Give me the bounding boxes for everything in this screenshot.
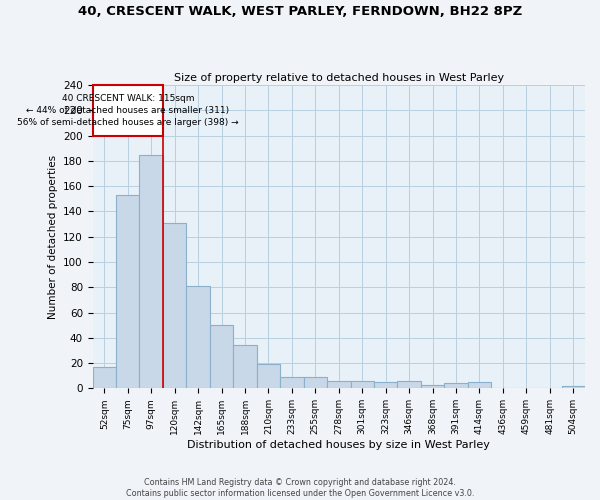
Y-axis label: Number of detached properties: Number of detached properties — [47, 154, 58, 319]
Bar — [562, 386, 585, 388]
Bar — [327, 381, 350, 388]
Bar — [233, 346, 257, 389]
Title: Size of property relative to detached houses in West Parley: Size of property relative to detached ho… — [174, 73, 504, 83]
Bar — [280, 377, 304, 388]
Bar — [304, 377, 327, 388]
Bar — [210, 325, 233, 388]
Bar — [163, 223, 187, 388]
Bar — [92, 367, 116, 388]
Bar — [350, 381, 374, 388]
Bar — [468, 382, 491, 388]
X-axis label: Distribution of detached houses by size in West Parley: Distribution of detached houses by size … — [187, 440, 490, 450]
Bar — [445, 384, 468, 388]
Bar — [139, 154, 163, 388]
Bar — [187, 286, 210, 388]
Bar — [397, 381, 421, 388]
Bar — [374, 382, 397, 388]
Bar — [116, 195, 139, 388]
Bar — [421, 384, 445, 388]
Text: 40 CRESCENT WALK: 115sqm
← 44% of detached houses are smaller (311)
56% of semi-: 40 CRESCENT WALK: 115sqm ← 44% of detach… — [17, 94, 239, 126]
Bar — [257, 364, 280, 388]
Text: Contains HM Land Registry data © Crown copyright and database right 2024.
Contai: Contains HM Land Registry data © Crown c… — [126, 478, 474, 498]
Bar — [92, 85, 163, 136]
Text: 40, CRESCENT WALK, WEST PARLEY, FERNDOWN, BH22 8PZ: 40, CRESCENT WALK, WEST PARLEY, FERNDOWN… — [78, 5, 522, 18]
